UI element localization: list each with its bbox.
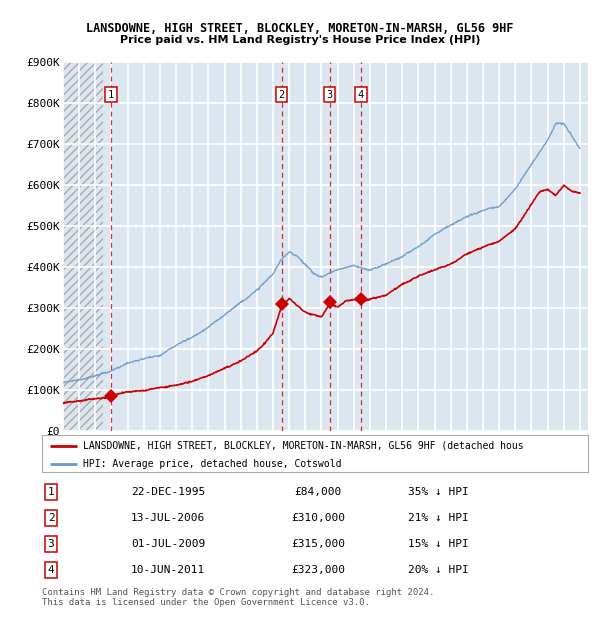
Text: 20% ↓ HPI: 20% ↓ HPI [407, 565, 469, 575]
Text: 1: 1 [108, 90, 114, 100]
Text: £323,000: £323,000 [291, 565, 345, 575]
Text: HPI: Average price, detached house, Cotswold: HPI: Average price, detached house, Cots… [83, 459, 341, 469]
Text: 2: 2 [278, 90, 284, 100]
Text: 35% ↓ HPI: 35% ↓ HPI [407, 487, 469, 497]
Text: 2: 2 [47, 513, 55, 523]
Text: 13-JUL-2006: 13-JUL-2006 [131, 513, 205, 523]
Text: 22-DEC-1995: 22-DEC-1995 [131, 487, 205, 497]
Text: Contains HM Land Registry data © Crown copyright and database right 2024.
This d: Contains HM Land Registry data © Crown c… [42, 588, 434, 607]
Text: 3: 3 [326, 90, 332, 100]
Text: LANSDOWNE, HIGH STREET, BLOCKLEY, MORETON-IN-MARSH, GL56 9HF (detached hous: LANSDOWNE, HIGH STREET, BLOCKLEY, MORETO… [83, 441, 524, 451]
Text: LANSDOWNE, HIGH STREET, BLOCKLEY, MORETON-IN-MARSH, GL56 9HF: LANSDOWNE, HIGH STREET, BLOCKLEY, MORETO… [86, 22, 514, 35]
Text: 15% ↓ HPI: 15% ↓ HPI [407, 539, 469, 549]
Text: £310,000: £310,000 [291, 513, 345, 523]
Text: 01-JUL-2009: 01-JUL-2009 [131, 539, 205, 549]
Text: Price paid vs. HM Land Registry's House Price Index (HPI): Price paid vs. HM Land Registry's House … [120, 35, 480, 45]
Bar [63, 62, 103, 431]
Text: £315,000: £315,000 [291, 539, 345, 549]
Text: 1: 1 [47, 487, 55, 497]
Text: 21% ↓ HPI: 21% ↓ HPI [407, 513, 469, 523]
Text: 3: 3 [47, 539, 55, 549]
Text: £84,000: £84,000 [295, 487, 341, 497]
Text: 4: 4 [47, 565, 55, 575]
Text: 4: 4 [358, 90, 364, 100]
Text: 10-JUN-2011: 10-JUN-2011 [131, 565, 205, 575]
